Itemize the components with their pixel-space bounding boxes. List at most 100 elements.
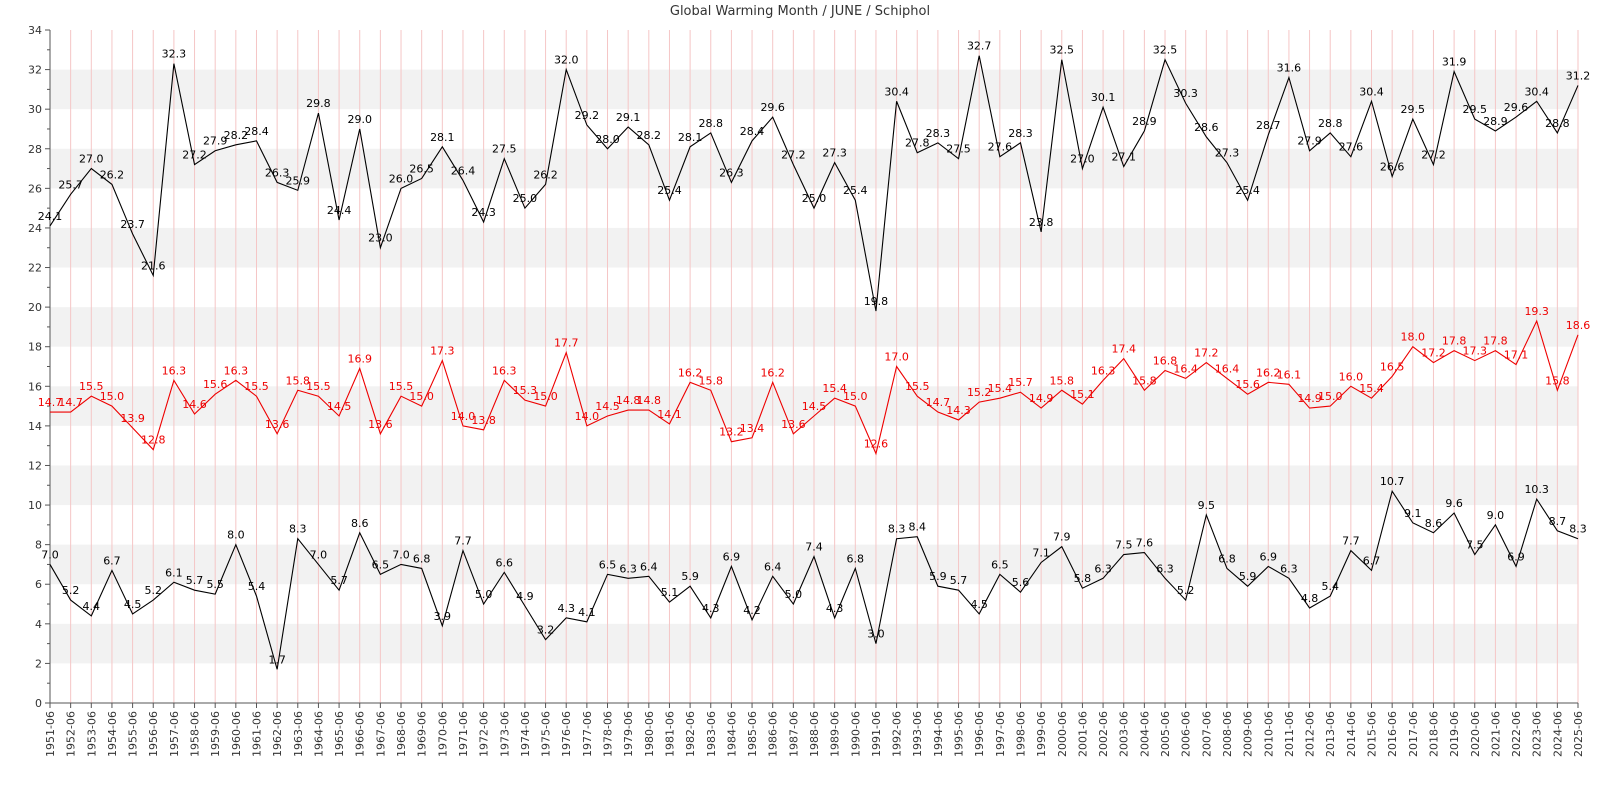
data-label: 14.5: [327, 400, 352, 413]
data-label: 17.3: [430, 345, 455, 358]
data-label: 29.8: [306, 97, 331, 110]
data-label: 27.3: [1215, 147, 1240, 160]
data-label: 25.4: [657, 184, 682, 197]
data-label: 12.8: [141, 434, 166, 447]
x-tick-label: 1988-06: [808, 711, 821, 757]
data-label: 16.3: [1091, 364, 1116, 377]
data-label: 7.7: [454, 535, 472, 548]
x-tick-label: 2001-06: [1076, 711, 1089, 757]
data-label: 23.8: [1029, 216, 1054, 229]
data-label: 32.0: [554, 54, 579, 67]
x-tick-label: 2002-06: [1097, 711, 1110, 757]
data-label: 28.9: [1132, 115, 1157, 128]
x-tick-label: 1970-06: [436, 711, 449, 757]
data-label: 5.7: [950, 574, 968, 587]
x-tick-label: 2004-06: [1138, 711, 1151, 757]
data-label: 25.7: [58, 178, 83, 191]
data-label: 30.4: [1524, 85, 1549, 98]
data-label: 15.8: [1545, 374, 1570, 387]
data-label: 16.2: [760, 366, 785, 379]
data-label: 27.6: [988, 141, 1013, 154]
data-label: 9.0: [1487, 509, 1505, 522]
data-label: 28.8: [699, 117, 724, 130]
data-label: 16.4: [1215, 362, 1240, 375]
data-label: 5.0: [475, 588, 493, 601]
x-tick-label: 1989-06: [829, 711, 842, 757]
y-tick-label: 22: [28, 262, 42, 275]
data-label: 7.6: [1136, 537, 1154, 550]
data-label: 17.2: [1194, 347, 1219, 360]
y-tick-label: 34: [28, 24, 42, 37]
data-label: 7.1: [1032, 546, 1050, 559]
data-label: 9.6: [1445, 497, 1463, 510]
x-tick-label: 1967-06: [374, 711, 387, 757]
x-tick-label: 1991-06: [870, 711, 883, 757]
data-label: 30.1: [1091, 91, 1116, 104]
data-label: 21.6: [141, 259, 166, 272]
x-tick-label: 1973-06: [498, 711, 511, 757]
data-label: 26.5: [409, 162, 434, 175]
x-tick-label: 1972-06: [478, 711, 491, 757]
data-label: 5.2: [1177, 584, 1195, 597]
data-label: 28.4: [740, 125, 765, 138]
y-tick-label: 6: [35, 578, 42, 591]
data-label: 31.9: [1442, 56, 1467, 69]
y-tick-label: 24: [28, 222, 42, 235]
data-label: 3.0: [867, 628, 885, 641]
data-label: 28.7: [1256, 119, 1281, 132]
data-label: 27.6: [1339, 141, 1364, 154]
x-tick-label: 2016-06: [1386, 711, 1399, 757]
data-label: 14.8: [637, 394, 662, 407]
x-tick-label: 1965-06: [333, 711, 346, 757]
data-label: 7.7: [1342, 535, 1360, 548]
y-tick-label: 10: [28, 499, 42, 512]
data-label: 18.0: [1401, 331, 1426, 344]
data-label: 28.9: [1483, 115, 1508, 128]
y-tick-label: 28: [28, 143, 42, 156]
data-label: 25.4: [1235, 184, 1260, 197]
x-tick-label: 1984-06: [725, 711, 738, 757]
data-label: 6.7: [1363, 554, 1381, 567]
data-label: 4.5: [124, 598, 142, 611]
x-tick-label: 2025-06: [1572, 711, 1585, 757]
data-label: 29.6: [1504, 101, 1529, 114]
x-tick-label: 1997-06: [994, 711, 1007, 757]
x-tick-label: 2015-06: [1366, 711, 1379, 757]
data-label: 15.4: [1359, 382, 1384, 395]
data-label: 4.2: [743, 604, 761, 617]
x-tick-label: 1981-06: [663, 711, 676, 757]
data-label: 13.6: [368, 418, 393, 431]
data-label: 5.2: [144, 584, 162, 597]
x-tick-label: 1955-06: [127, 711, 140, 757]
x-tick-label: 1962-06: [271, 711, 284, 757]
x-tick-label: 1960-06: [230, 711, 243, 757]
data-label: 16.3: [492, 364, 517, 377]
x-tick-label: 1998-06: [1014, 711, 1027, 757]
data-label: 27.0: [79, 153, 104, 166]
data-label: 19.3: [1524, 305, 1549, 318]
vertical-gridlines: [50, 30, 1578, 703]
x-tick-label: 2006-06: [1180, 711, 1193, 757]
data-label: 26.2: [533, 168, 558, 181]
data-label: 8.3: [1569, 523, 1587, 536]
data-label: 31.6: [1277, 62, 1302, 75]
data-label: 1.7: [268, 653, 286, 666]
data-label: 6.9: [1507, 550, 1525, 563]
x-tick-label: 2005-06: [1159, 711, 1172, 757]
data-label: 15.7: [1008, 376, 1033, 389]
x-tick-label: 1992-06: [891, 711, 904, 757]
x-tick-label: 1980-06: [643, 711, 656, 757]
data-label: 28.1: [678, 131, 703, 144]
x-tick-label: 1957-06: [168, 711, 181, 757]
x-tick-label: 1963-06: [292, 711, 305, 757]
x-tick-label: 1978-06: [602, 711, 615, 757]
data-label: 14.7: [58, 396, 83, 409]
data-label: 28.3: [926, 127, 951, 140]
data-label: 27.3: [822, 147, 847, 160]
data-label: 6.5: [599, 558, 617, 571]
data-label: 5.5: [206, 578, 224, 591]
data-label: 28.4: [244, 125, 269, 138]
x-tick-label: 2007-06: [1200, 711, 1213, 757]
